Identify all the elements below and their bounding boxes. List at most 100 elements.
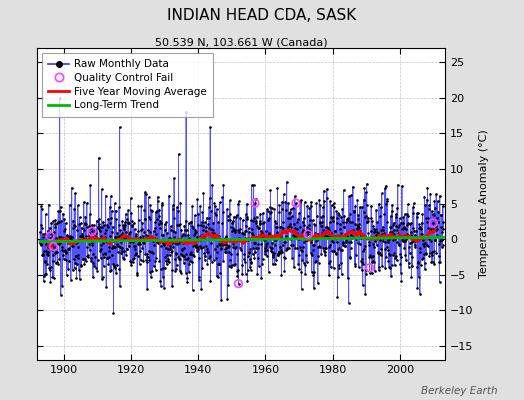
Point [250,254,259,261]
Point [429,220,438,226]
Point [332,251,340,257]
Point [95,216,103,222]
Point [349,234,357,240]
Point [131,252,139,258]
Point [120,256,128,262]
Point [362,267,370,273]
Point [37,242,46,249]
Point [49,218,58,224]
Point [344,229,352,235]
Point [259,210,267,216]
Point [184,269,193,275]
Point [181,256,189,262]
Point [223,296,232,302]
Point [130,243,138,249]
Point [261,240,270,247]
Point [43,235,51,241]
Point [308,236,316,242]
Point [355,221,364,228]
Point [180,226,189,233]
Point [70,256,78,262]
Point [89,274,97,280]
Point [439,219,447,226]
Point [354,240,362,246]
Point [104,260,113,267]
Point [344,216,353,223]
Point [40,273,48,279]
Point [259,220,268,226]
Point [233,251,241,258]
Point [185,235,193,242]
Point [236,237,244,243]
Point [211,210,219,216]
Point [84,237,92,243]
Point [176,220,184,227]
Point [203,246,211,252]
Point [305,205,314,212]
Point [85,222,93,229]
Point [162,261,171,268]
Point [430,248,438,254]
Point [282,179,291,185]
Point [439,242,447,248]
Point [315,197,323,203]
Point [245,248,254,255]
Point [280,254,289,261]
Point [232,214,240,220]
Point [169,244,178,250]
Point [318,219,326,225]
Point [134,240,142,247]
Point [347,219,356,226]
Point [257,240,265,247]
Point [366,234,374,241]
Point [83,244,91,250]
Point [118,247,126,254]
Point [301,252,310,258]
Point [120,248,128,254]
Legend: Raw Monthly Data, Quality Control Fail, Five Year Moving Average, Long-Term Tren: Raw Monthly Data, Quality Control Fail, … [42,53,213,117]
Point [304,229,312,235]
Point [62,257,70,263]
Point [307,203,315,209]
Point [282,207,291,213]
Point [425,236,433,242]
Point [295,210,303,216]
Point [372,226,380,232]
Point [427,238,435,244]
Point [276,247,285,254]
Point [434,209,443,215]
Point [191,230,199,236]
Point [124,207,132,213]
Point [383,244,391,250]
Point [217,297,225,303]
Point [249,232,258,238]
Point [74,244,83,250]
Point [288,228,297,234]
Point [431,205,440,212]
Point [97,242,105,248]
Point [126,195,135,202]
Point [346,255,354,261]
Point [118,230,127,237]
Point [297,269,305,276]
Point [102,192,110,199]
Point [369,253,378,259]
Point [118,254,127,261]
Point [88,240,96,246]
Point [417,262,425,268]
Point [192,228,201,235]
Point [423,242,431,248]
Point [343,275,352,282]
Point [253,271,261,278]
Point [323,186,331,192]
Point [289,205,298,211]
Point [235,198,243,205]
Point [90,232,99,238]
Point [165,259,173,266]
Point [96,224,104,230]
Point [291,232,300,239]
Point [110,310,118,316]
Point [256,221,264,227]
Point [63,231,71,238]
Point [278,242,287,248]
